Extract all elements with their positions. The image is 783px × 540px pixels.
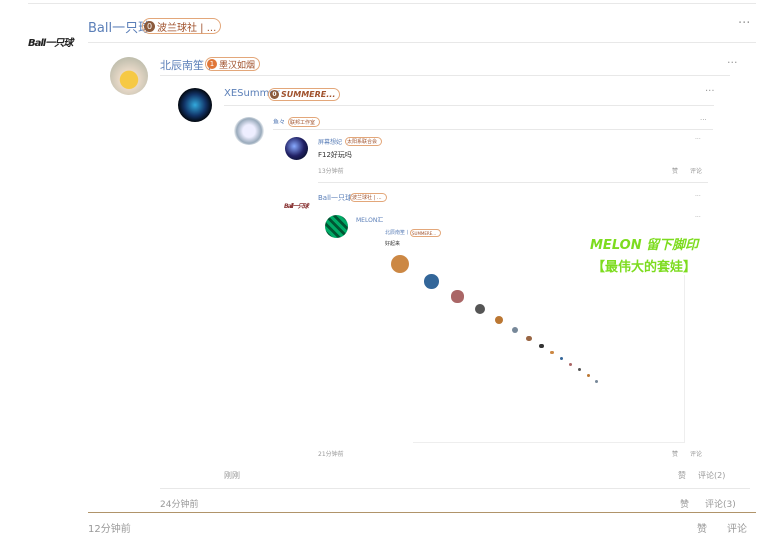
avatar [285, 137, 308, 160]
username: Ball一只球 [318, 194, 352, 202]
nested-avatar [511, 326, 519, 334]
comment-button: 评论 [690, 451, 703, 458]
avatar [234, 117, 264, 145]
username: 北辰南笙丨 [385, 230, 411, 236]
avatar[interactable] [110, 57, 148, 95]
more-menu: ··· [695, 136, 701, 143]
badge: 波兰球社 | ... [350, 193, 387, 202]
nested-avatar [569, 362, 572, 366]
divider [273, 129, 713, 130]
username[interactable]: XESummer [224, 88, 280, 99]
timestamp: 12分钟前 [88, 524, 131, 535]
more-menu: ··· [695, 214, 701, 221]
like-button: 赞 [672, 168, 679, 175]
divider [160, 488, 750, 489]
group: 墨汉如烟 [219, 60, 256, 71]
like-button[interactable]: 赞 [680, 500, 690, 510]
nested-avatar [526, 335, 532, 342]
like-button: 赞 [672, 451, 679, 458]
annotation: MELON 留下脚印 [590, 238, 699, 253]
more-menu[interactable]: ··· [705, 86, 715, 97]
nested-avatar [550, 350, 554, 355]
more-menu: ··· [695, 193, 701, 200]
avatar[interactable] [178, 88, 212, 122]
username[interactable]: 北辰南笙丨 [160, 59, 215, 72]
nested-avatar [451, 290, 464, 303]
timestamp: 刚刚 [224, 471, 240, 480]
badge[interactable]: 0 波兰球社 | ... [142, 18, 222, 34]
like-button[interactable]: 赞 [678, 471, 686, 480]
level: 0 [144, 20, 155, 32]
username[interactable]: Ball一只球 [88, 21, 152, 36]
badge: 太阳系联合会 [345, 137, 383, 146]
username: 屏幕想妃 [318, 139, 343, 146]
nested-avatar [474, 304, 485, 315]
more-menu[interactable]: ··· [738, 16, 751, 31]
comment-button[interactable]: 评论 [727, 524, 747, 535]
divider [160, 75, 730, 76]
username: 鱼々 [273, 119, 286, 126]
badge[interactable]: 0 SUMMERE... [268, 88, 341, 101]
annotation: 【最伟大的套娃】 [592, 260, 697, 275]
nested-avatar [560, 356, 564, 360]
timestamp: 21分钟前 [318, 451, 344, 458]
divider [318, 182, 708, 183]
nested-avatar [577, 368, 581, 372]
more-menu: ··· [700, 116, 707, 124]
timestamp: 13分钟前 [318, 168, 344, 175]
group: SUMMERE... [281, 90, 336, 99]
nested-avatar [539, 343, 544, 349]
badge: SUMMERE... [410, 229, 442, 237]
nested-avatar [423, 274, 439, 289]
nested-avatar [586, 374, 590, 378]
level: 1 [207, 59, 217, 69]
badge: 联邦工作室 [288, 117, 321, 127]
level: 0 [270, 90, 279, 99]
comment-text: 好起来 [385, 241, 401, 247]
comment-text: F12好玩吗 [318, 151, 352, 159]
avatar-logo: Ball一只球 [28, 38, 73, 49]
avatar-logo: Ball一只球 [284, 203, 309, 210]
divider [88, 42, 756, 43]
avatar [325, 215, 348, 238]
comment-button: 评论 [690, 168, 703, 175]
comment-button[interactable]: 评论(2) [698, 471, 726, 480]
divider [224, 105, 714, 106]
divider [28, 3, 756, 4]
timestamp: 24分钟前 [160, 500, 199, 510]
like-button[interactable]: 赞 [697, 524, 707, 535]
divider [88, 512, 756, 513]
badge[interactable]: 1 墨汉如烟 [205, 57, 261, 71]
nested-frame [602, 384, 685, 443]
nested-avatar [391, 255, 409, 273]
group: 波兰球社 | ... [157, 22, 217, 34]
username: MELON汇 [356, 217, 384, 224]
comment-button[interactable]: 评论(3) [705, 500, 736, 510]
more-menu[interactable]: ··· [727, 56, 738, 69]
nested-avatar [494, 316, 503, 325]
nested-avatar [595, 379, 599, 383]
